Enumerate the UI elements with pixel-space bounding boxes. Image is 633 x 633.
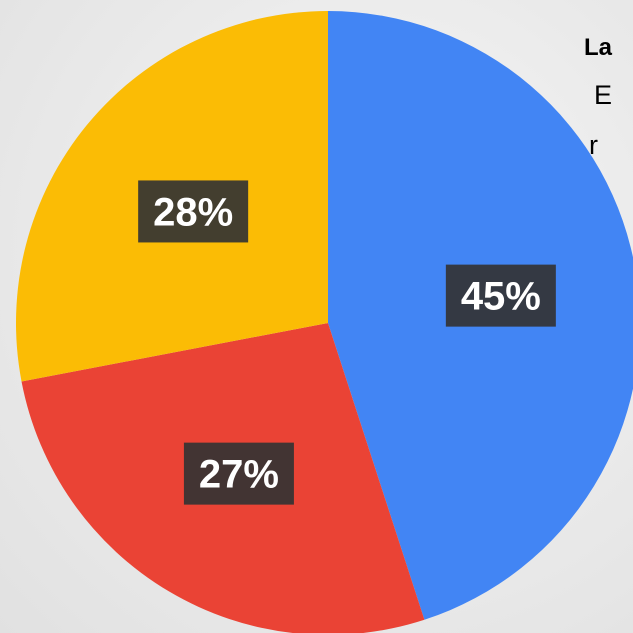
slice-label-background-2 [183,442,294,505]
slice-label-3: 28% [138,180,249,243]
slices-layer [15,11,633,633]
side-line-2-fragment: r [589,130,598,160]
slice-label-2: 27% [183,442,294,505]
slice-label-background-1 [445,264,556,327]
labels-layer: 45% 27% 28% [138,180,556,505]
side-title-fragment: La [584,34,613,61]
slice-label-background-3 [138,180,249,243]
slice-label-text-3: 28% [153,190,233,234]
side-line-1-fragment: E [594,80,613,110]
slice-label-1: 45% [445,264,556,327]
slice-label-text-2: 27% [199,453,279,497]
slice-label-text-1: 45% [461,275,541,319]
